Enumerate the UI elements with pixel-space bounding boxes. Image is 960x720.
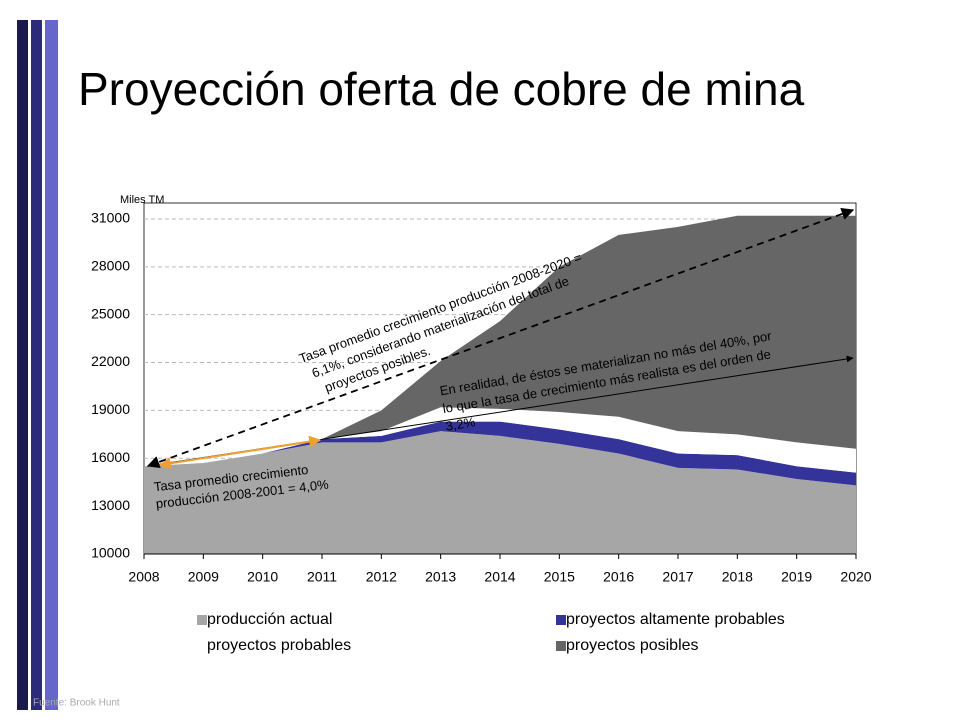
x-tick-label: 2013 bbox=[425, 569, 456, 585]
legend-swatch bbox=[197, 641, 207, 651]
deco-bar bbox=[31, 20, 42, 710]
deco-bar bbox=[45, 20, 58, 710]
y-tick-label: 22000 bbox=[91, 353, 130, 369]
x-tick-label: 2009 bbox=[188, 569, 219, 585]
trend-arrow bbox=[158, 435, 322, 470]
x-tick-label: 2020 bbox=[840, 569, 871, 585]
x-tick-label: 2015 bbox=[544, 569, 575, 585]
legend-label: producción actual bbox=[207, 611, 332, 628]
x-tick-label: 2011 bbox=[307, 569, 337, 585]
y-tick-label: 13000 bbox=[91, 497, 130, 513]
x-tick-label: 2019 bbox=[781, 569, 812, 585]
y-tick-label: 16000 bbox=[91, 449, 130, 465]
x-tick-label: 2016 bbox=[603, 569, 634, 585]
title: Proyección oferta de cobre de mina bbox=[78, 63, 805, 115]
x-tick-label: 2017 bbox=[662, 569, 693, 585]
y-tick-label: 25000 bbox=[91, 305, 130, 321]
x-tick-label: 2012 bbox=[366, 569, 397, 585]
legend-swatch bbox=[197, 615, 207, 625]
source: Fuente: Brook Hunt bbox=[33, 698, 120, 709]
y-tick-label: 19000 bbox=[91, 401, 130, 417]
legend-label: proyectos altamente probables bbox=[566, 611, 785, 628]
y-tick-label: 31000 bbox=[91, 210, 130, 226]
legend-swatch bbox=[556, 615, 566, 625]
x-tick-label: 2008 bbox=[128, 569, 159, 585]
x-tick-label: 2014 bbox=[484, 569, 515, 585]
annotation-line: 3,2% bbox=[445, 414, 477, 434]
legend-label: proyectos posibles bbox=[566, 637, 699, 654]
legend-label: proyectos probables bbox=[207, 637, 351, 654]
legend-swatch bbox=[556, 641, 566, 651]
deco-bar bbox=[17, 20, 28, 710]
trend-arrow bbox=[146, 207, 855, 469]
y-tick-label: 28000 bbox=[91, 258, 130, 274]
x-tick-label: 2010 bbox=[247, 569, 278, 585]
y-tick-label: 10000 bbox=[91, 545, 130, 561]
x-tick-label: 2018 bbox=[722, 569, 753, 585]
